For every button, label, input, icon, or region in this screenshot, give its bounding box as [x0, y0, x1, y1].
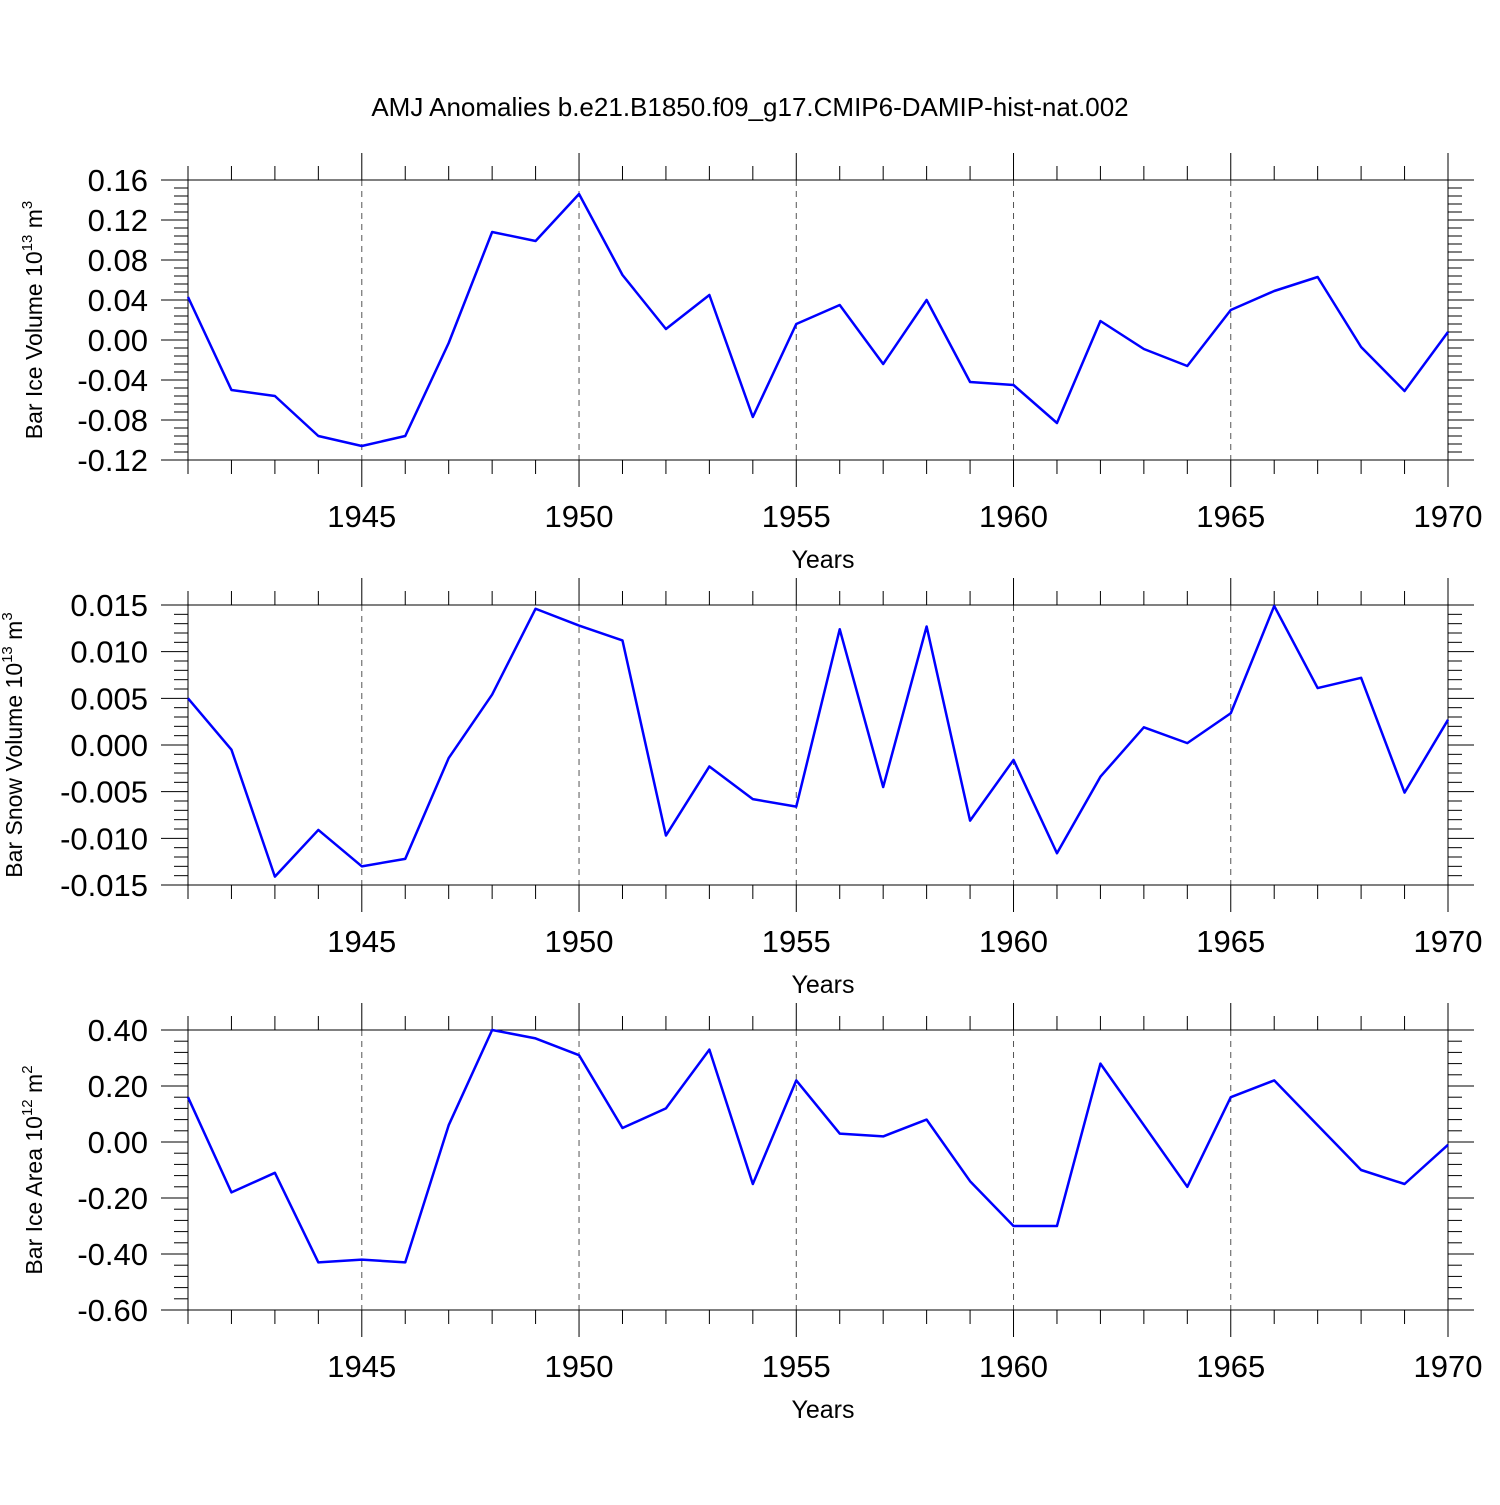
y-axis-title-superscript: 3 [19, 201, 36, 209]
x-tick-label: 1965 [1196, 924, 1265, 959]
x-tick-label: 1965 [1196, 1349, 1265, 1384]
y-axis-title: Bar Ice Area 1012 m2 [19, 1065, 47, 1274]
x-tick-label: 1955 [762, 1349, 831, 1384]
y-axis-title-superscript: 12 [19, 1099, 36, 1116]
y-axis-title-text: m [1, 621, 27, 647]
x-tick-label: 1955 [762, 924, 831, 959]
y-tick-label: 0.20 [88, 1069, 148, 1104]
y-tick-label: 0.00 [88, 323, 148, 358]
x-tick-label: 1970 [1414, 1349, 1483, 1384]
x-tick-label: 1945 [327, 499, 396, 534]
y-tick-label: -0.40 [77, 1237, 148, 1272]
y-tick-label: 0.000 [70, 728, 148, 763]
y-axis-title: Bar Snow Volume 1013 m3 [0, 612, 27, 877]
y-axis-title-superscript: 2 [19, 1065, 36, 1073]
y-tick-label: 0.010 [70, 635, 148, 670]
y-tick-label: -0.04 [77, 363, 148, 398]
y-axis-title-superscript: 13 [19, 235, 36, 252]
y-tick-label: -0.005 [60, 775, 148, 810]
x-tick-label: 1960 [979, 1349, 1048, 1384]
y-axis-title-text: Bar Ice Area 10 [21, 1116, 47, 1275]
x-tick-label: 1960 [979, 499, 1048, 534]
chart-title: AMJ Anomalies b.e21.B1850.f09_g17.CMIP6-… [371, 92, 1128, 122]
y-tick-label: 0.015 [70, 588, 148, 623]
series-line [186, 192, 1450, 448]
y-tick-label: -0.015 [60, 868, 148, 903]
y-tick-label: 0.16 [88, 163, 148, 198]
x-axis-title: Years [791, 1396, 854, 1424]
y-axis-title-text: m [21, 209, 47, 235]
x-axis-title: Years [791, 971, 854, 999]
x-tick-label: 1970 [1414, 924, 1483, 959]
y-axis-title-superscript: 13 [0, 646, 16, 663]
y-tick-label: 0.12 [88, 203, 148, 238]
x-tick-label: 1950 [545, 924, 614, 959]
x-tick-label: 1955 [762, 499, 831, 534]
y-tick-label: 0.005 [70, 681, 148, 716]
x-tick-label: 1945 [327, 924, 396, 959]
y-tick-label: 0.08 [88, 243, 148, 278]
y-axis-title: Bar Ice Volume 1013 m3 [19, 201, 47, 440]
y-tick-label: -0.12 [77, 443, 148, 478]
y-axis-title-text: m [21, 1074, 47, 1100]
y-tick-label: 0.00 [88, 1125, 148, 1160]
y-tick-label: -0.60 [77, 1293, 148, 1328]
y-axis-title-superscript: 3 [0, 612, 16, 620]
y-axis-title-text: Bar Ice Volume 10 [21, 251, 47, 439]
y-tick-label: 0.04 [88, 283, 148, 318]
y-axis-title-text: Bar Snow Volume 10 [1, 663, 27, 878]
series-line [187, 604, 1450, 878]
y-tick-label: -0.08 [77, 403, 148, 438]
x-tick-label: 1945 [327, 1349, 396, 1384]
y-tick-label: 0.40 [88, 1013, 148, 1048]
y-tick-label: -0.20 [77, 1181, 148, 1216]
x-tick-label: 1960 [979, 924, 1048, 959]
x-tick-label: 1970 [1414, 499, 1483, 534]
series-line [186, 1028, 1449, 1264]
x-tick-label: 1950 [545, 1349, 614, 1384]
x-axis-title: Years [791, 546, 854, 574]
x-tick-label: 1965 [1196, 499, 1265, 534]
y-tick-label: -0.010 [60, 821, 148, 856]
x-tick-label: 1950 [545, 499, 614, 534]
